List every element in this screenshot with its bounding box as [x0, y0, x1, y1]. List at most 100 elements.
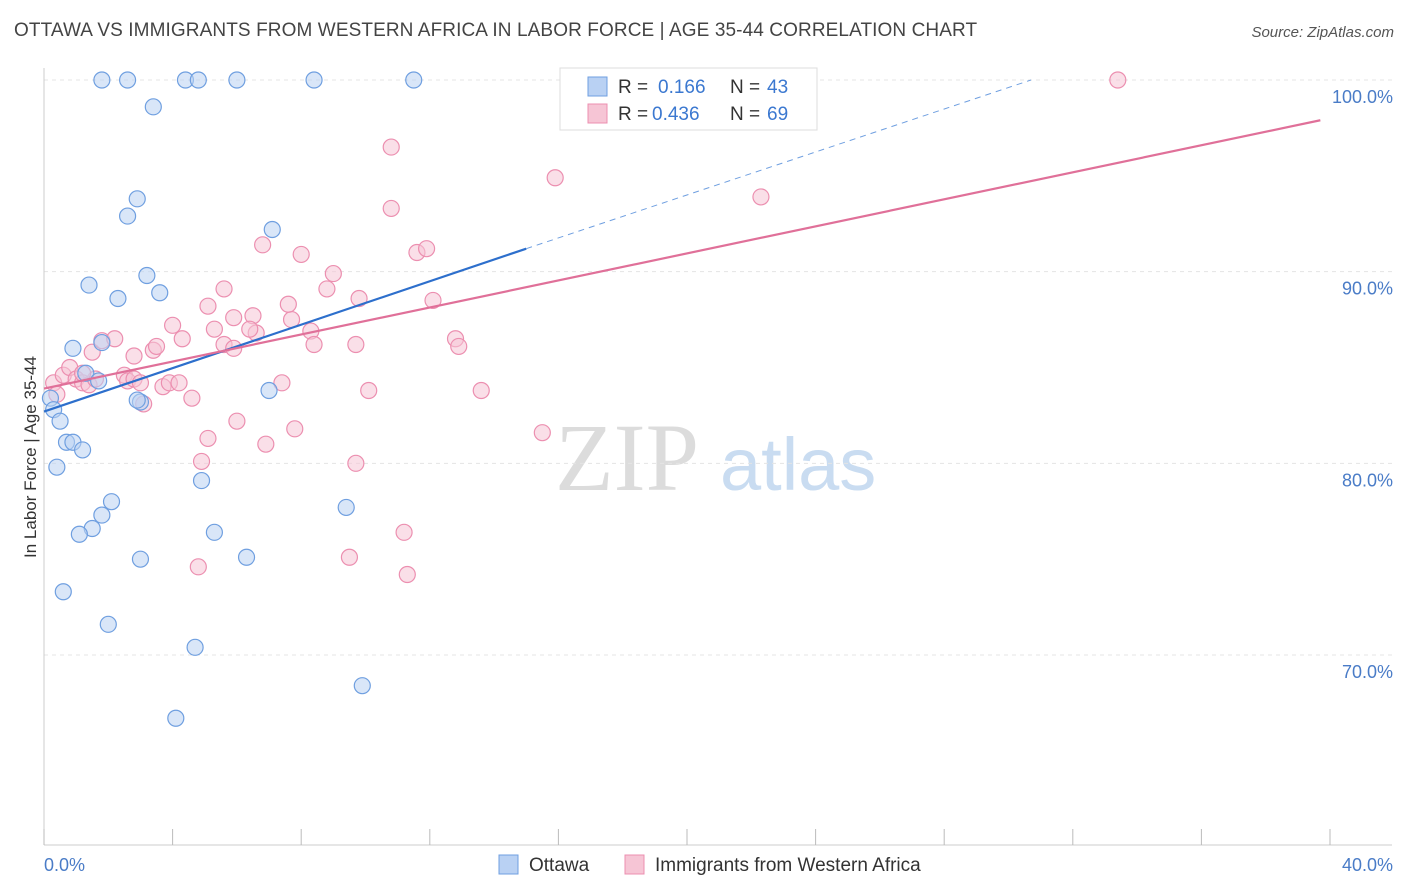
- ottawa-point: [353, 677, 371, 695]
- ottawa-point: [144, 98, 162, 116]
- ottawa-point: [237, 548, 256, 566]
- legend-r-label-immigrants: R =: [618, 104, 648, 125]
- immigrants-point: [199, 297, 217, 315]
- immigrants-point: [125, 347, 143, 365]
- immigrants-point: [347, 335, 365, 354]
- ottawa-point: [189, 71, 207, 89]
- series-ottawa-points: [41, 71, 423, 727]
- immigrants-trend-line: [43, 119, 1321, 390]
- ottawa-point: [70, 525, 88, 543]
- trend-lines: [43, 79, 1321, 413]
- immigrants-point: [324, 264, 342, 283]
- ottawa-point: [167, 709, 185, 727]
- ottawa-point: [118, 71, 137, 89]
- immigrants-point: [546, 169, 564, 187]
- chart-source: Source: ZipAtlas.com: [1251, 24, 1394, 41]
- ottawa-point: [64, 339, 82, 357]
- ottawa-point: [228, 71, 246, 89]
- immigrants-point: [340, 548, 359, 566]
- bottom-legend-label-immigrants: Immigrants from Western Africa: [655, 855, 921, 876]
- immigrants-point: [273, 374, 291, 392]
- y-tick-label: 90.0%: [1342, 279, 1393, 299]
- ottawa-point: [80, 276, 98, 294]
- ottawa-trend-line: [43, 247, 527, 413]
- immigrants-point: [533, 424, 551, 442]
- ottawa-point: [102, 493, 121, 511]
- y-tick-label: 70.0%: [1342, 662, 1393, 682]
- legend-r-label-ottawa: R =: [618, 77, 648, 98]
- ottawa-point: [93, 506, 111, 524]
- immigrants-point: [257, 435, 275, 453]
- y-tick-label: 100.0%: [1332, 87, 1393, 107]
- immigrants-point: [228, 412, 246, 430]
- legend-swatch-immigrants: [587, 103, 608, 124]
- bottom-legend-label-ottawa: Ottawa: [529, 855, 590, 876]
- ottawa-point: [118, 207, 137, 225]
- bottom-legend-swatch-immigrants: [624, 854, 645, 875]
- ottawa-point: [73, 441, 92, 459]
- immigrants-point: [398, 565, 416, 584]
- y-tick-label: 80.0%: [1342, 470, 1393, 490]
- ottawa-point: [186, 638, 204, 656]
- ottawa-point: [77, 364, 95, 382]
- watermark-zip: ZIP: [555, 404, 699, 511]
- immigrants-point: [318, 280, 336, 298]
- immigrants-point: [183, 389, 201, 407]
- watermark-atlas: atlas: [720, 423, 876, 506]
- immigrants-point: [395, 523, 413, 541]
- immigrants-point: [292, 245, 310, 264]
- legend-r-value-ottawa: 0.166: [658, 77, 706, 98]
- immigrants-point: [147, 337, 166, 356]
- immigrants-point: [189, 558, 207, 576]
- immigrants-point: [241, 320, 259, 338]
- immigrants-point: [225, 309, 243, 327]
- ottawa-point: [99, 615, 117, 633]
- immigrants-point: [1109, 71, 1127, 89]
- correlation-legend: R = 0.166 N = 43 R = 0.436 N = 69: [559, 67, 818, 131]
- immigrants-point: [205, 320, 223, 338]
- ottawa-point: [51, 412, 69, 430]
- immigrants-point: [417, 240, 436, 258]
- x-tick-label-start: 0.0%: [44, 855, 85, 875]
- legend-n-value-ottawa: 43: [767, 77, 788, 98]
- ottawa-point: [192, 471, 211, 490]
- immigrants-point: [305, 335, 323, 354]
- ottawa-point: [109, 289, 127, 308]
- ottawa-point: [128, 391, 146, 409]
- immigrants-point: [279, 295, 297, 313]
- ottawa-point: [205, 523, 223, 541]
- chart-title: OTTAWA VS IMMIGRANTS FROM WESTERN AFRICA…: [14, 20, 978, 41]
- bottom-legend-swatch-ottawa: [498, 854, 519, 875]
- immigrants-point: [164, 316, 182, 334]
- immigrants-point: [199, 429, 217, 448]
- ottawa-point: [263, 220, 281, 239]
- axes: [43, 68, 1392, 846]
- immigrants-point: [450, 337, 468, 356]
- ottawa-point: [93, 333, 111, 352]
- ottawa-point: [128, 190, 146, 208]
- ottawa-point: [151, 284, 169, 302]
- immigrants-point: [286, 420, 304, 438]
- ottawa-point: [260, 381, 278, 400]
- immigrants-point: [472, 381, 490, 400]
- x-tick-label-end: 40.0%: [1342, 855, 1393, 875]
- legend-swatch-ottawa: [587, 76, 608, 97]
- legend-r-value-immigrants: 0.436: [652, 104, 700, 125]
- immigrants-point: [192, 452, 211, 471]
- series-legend: Ottawa Immigrants from Western Africa: [498, 854, 921, 876]
- y-axis-label: In Labor Force | Age 35-44: [21, 356, 40, 558]
- tick-labels: 70.0% 80.0% 90.0% 100.0% 0.0% 40.0%: [44, 87, 1393, 875]
- immigrants-point: [254, 236, 272, 254]
- legend-n-value-immigrants: 69: [767, 104, 788, 125]
- immigrants-point: [360, 381, 378, 400]
- ottawa-trend-extension: [526, 79, 1032, 250]
- ottawa-point: [405, 71, 423, 89]
- immigrants-point: [350, 289, 368, 308]
- ottawa-point: [54, 583, 72, 601]
- immigrants-point: [382, 199, 400, 218]
- ottawa-point: [93, 71, 111, 89]
- legend-n-label-immigrants: N =: [730, 104, 760, 125]
- immigrants-point: [215, 280, 233, 298]
- immigrants-point: [173, 330, 191, 348]
